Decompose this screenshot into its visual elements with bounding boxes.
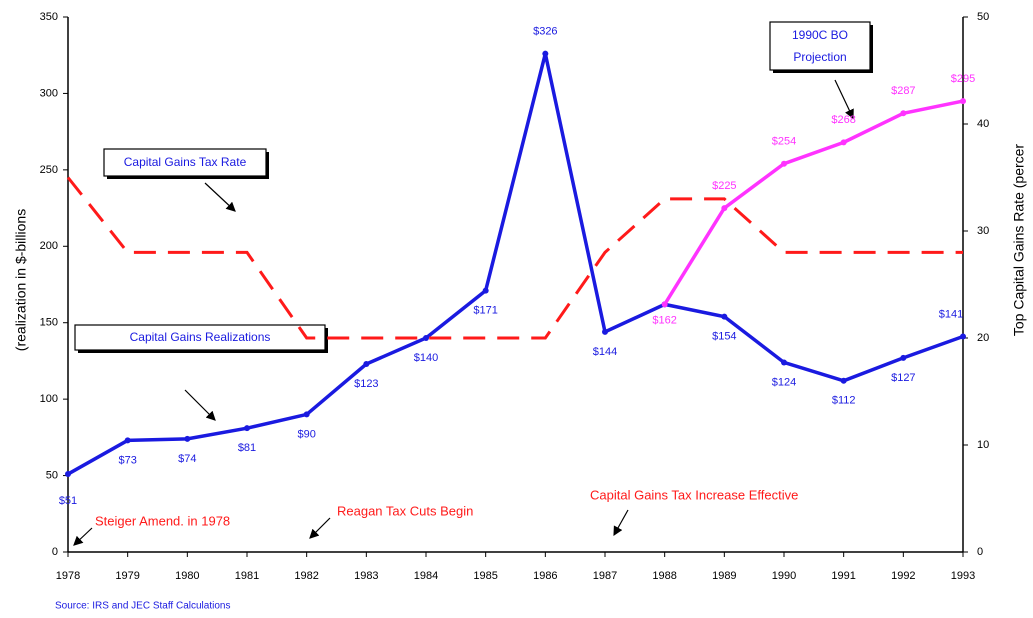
point bbox=[900, 354, 907, 361]
x-tick-label: 1987 bbox=[593, 570, 617, 582]
annotation-text: 1990C BO bbox=[792, 28, 848, 42]
data-label: $225 bbox=[712, 180, 736, 192]
point bbox=[960, 98, 966, 105]
data-label: $81 bbox=[238, 442, 256, 454]
data-label: $127 bbox=[891, 372, 915, 384]
arrow bbox=[834, 79, 854, 120]
y-tick-label: 100 bbox=[40, 393, 58, 405]
point bbox=[661, 301, 668, 308]
point bbox=[542, 50, 549, 57]
y2-tick-label: 10 bbox=[977, 439, 989, 451]
arrow bbox=[184, 389, 216, 421]
data-label: $51 bbox=[59, 495, 77, 507]
annotation-box bbox=[103, 148, 267, 177]
annotation-text: Reagan Tax Cuts Begin bbox=[337, 503, 473, 518]
series-line bbox=[66, 176, 963, 340]
point bbox=[423, 335, 429, 341]
x-tick-label: 1980 bbox=[175, 570, 199, 582]
point bbox=[840, 139, 847, 146]
arrow bbox=[204, 182, 236, 212]
data-label: $74 bbox=[178, 453, 196, 465]
y-tick-label: 200 bbox=[40, 240, 58, 252]
x-tick-label: 1988 bbox=[652, 570, 676, 582]
y2-tick-label: 50 bbox=[977, 11, 989, 23]
y-axis-label: (realization in $-billions bbox=[13, 209, 29, 351]
x-tick-label: 1990 bbox=[772, 570, 796, 582]
data-label: $112 bbox=[832, 395, 856, 407]
x-tick-label: 1992 bbox=[891, 570, 915, 582]
annotation-text: Capital Gains Realizations bbox=[130, 330, 271, 344]
y2-tick-label: 20 bbox=[977, 332, 989, 344]
x-tick-label: 1983 bbox=[354, 570, 378, 582]
arrow bbox=[309, 517, 331, 539]
y-tick-label: 150 bbox=[40, 317, 58, 329]
x-tick-label: 1991 bbox=[831, 570, 855, 582]
point bbox=[602, 328, 608, 335]
point bbox=[482, 287, 489, 294]
y2-tick-label: 30 bbox=[977, 225, 989, 237]
point bbox=[721, 205, 728, 212]
y-tick-label: 350 bbox=[40, 11, 58, 23]
arrow bbox=[613, 509, 629, 537]
y-tick-label: 50 bbox=[46, 469, 58, 481]
series-line bbox=[67, 53, 964, 476]
point bbox=[960, 333, 966, 340]
x-tick-label: 1981 bbox=[235, 570, 259, 582]
point bbox=[303, 411, 310, 418]
x-tick-label: 1984 bbox=[414, 570, 438, 582]
point bbox=[900, 110, 907, 117]
source: Source: IRS and JEC Staff Calculations bbox=[55, 601, 230, 612]
point bbox=[184, 435, 191, 442]
data-label: $254 bbox=[772, 136, 796, 148]
annotation-text: Steiger Amend. in 1978 bbox=[95, 513, 230, 528]
x-tick-label: 1989 bbox=[712, 570, 736, 582]
data-label: $287 bbox=[891, 85, 915, 97]
point bbox=[244, 425, 250, 432]
y-tick-label: 300 bbox=[40, 87, 58, 99]
data-label: $171 bbox=[473, 305, 497, 317]
annotation-text: Capital Gains Tax Increase Effective bbox=[590, 487, 798, 502]
data-label: $154 bbox=[712, 331, 736, 343]
point bbox=[840, 377, 847, 384]
annotation-box bbox=[74, 324, 326, 351]
y2-tick-label: 0 bbox=[977, 546, 983, 558]
data-label: $124 bbox=[772, 376, 796, 388]
data-label: $140 bbox=[414, 352, 438, 364]
y-tick-label: 250 bbox=[40, 164, 58, 176]
data-label: $73 bbox=[118, 454, 136, 466]
x-tick-label: 1993 bbox=[951, 570, 975, 582]
annotation-box bbox=[769, 21, 871, 71]
point bbox=[124, 437, 131, 444]
annotation-text: Projection bbox=[793, 50, 846, 64]
series-line bbox=[663, 99, 964, 306]
arrow bbox=[73, 527, 93, 546]
y2-tick-label: 40 bbox=[977, 118, 989, 130]
data-label: $295 bbox=[951, 73, 975, 85]
data-label: $268 bbox=[831, 114, 855, 126]
data-label: $162 bbox=[652, 314, 676, 326]
x-tick-label: 1982 bbox=[294, 570, 318, 582]
x-tick-label: 1985 bbox=[473, 570, 497, 582]
x-tick-label: 1979 bbox=[115, 570, 139, 582]
data-label: $90 bbox=[297, 428, 315, 440]
point bbox=[781, 359, 787, 366]
data-label: $144 bbox=[593, 346, 617, 358]
point bbox=[781, 160, 787, 167]
y-tick-label: 0 bbox=[52, 546, 58, 558]
annotation-text: Capital Gains Tax Rate bbox=[124, 155, 247, 169]
data-label: $123 bbox=[354, 378, 378, 390]
x-tick-label: 1978 bbox=[56, 570, 80, 582]
point bbox=[65, 471, 71, 478]
x-tick-label: 1986 bbox=[533, 570, 557, 582]
data-label: $326 bbox=[533, 26, 557, 38]
y2-axis-label: Top Capital Gains Rate (percer bbox=[1011, 144, 1027, 337]
point bbox=[363, 360, 370, 367]
point bbox=[721, 313, 728, 320]
data-label: $141 bbox=[939, 308, 963, 320]
